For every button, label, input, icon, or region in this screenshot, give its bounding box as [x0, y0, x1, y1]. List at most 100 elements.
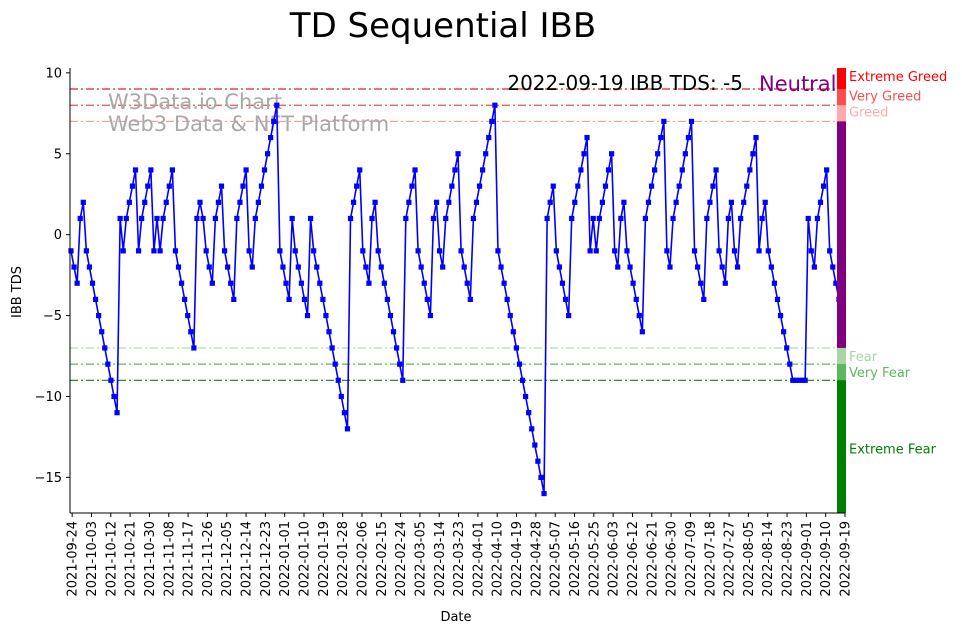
data-point	[562, 296, 569, 302]
data-point	[642, 215, 649, 222]
data-point	[624, 248, 630, 254]
x-tick-label: 2022-01-01	[278, 521, 293, 597]
data-point	[182, 296, 188, 302]
data-point	[357, 167, 363, 173]
data-point	[240, 183, 246, 189]
x-tick-label: 2022-06-03	[607, 521, 622, 597]
data-point	[83, 248, 89, 254]
data-point	[759, 215, 765, 222]
data-point	[126, 199, 132, 205]
data-point	[701, 296, 707, 302]
data-point	[784, 345, 790, 351]
chart-title: TD Sequential IBB	[289, 6, 596, 46]
y-tick-label: 0	[54, 228, 62, 243]
data-point	[268, 134, 274, 141]
data-point	[326, 329, 332, 335]
data-point	[160, 215, 166, 222]
data-point	[258, 183, 265, 189]
data-point	[154, 215, 160, 222]
data-point	[519, 377, 526, 383]
data-point	[341, 410, 347, 416]
data-point	[609, 151, 615, 157]
x-tick-label: 2021-12-14	[240, 521, 255, 597]
data-point	[498, 264, 504, 270]
data-point	[218, 183, 225, 189]
data-point	[277, 248, 283, 254]
data-point	[636, 312, 642, 319]
data-point	[166, 183, 172, 189]
data-point	[504, 296, 510, 302]
data-point	[412, 167, 418, 173]
x-tick-label: 2022-02-24	[394, 521, 409, 597]
x-tick-label: 2021-12-23	[259, 521, 274, 597]
data-point	[329, 345, 335, 351]
data-point	[655, 151, 661, 157]
data-point	[194, 215, 200, 222]
data-point	[252, 215, 258, 222]
zone-label: Greed	[849, 106, 888, 121]
data-point	[510, 329, 516, 335]
data-point	[89, 280, 96, 286]
side-bar-segment-6	[837, 380, 846, 513]
x-tick-label: 2022-05-07	[549, 521, 564, 597]
data-point	[301, 296, 308, 302]
data-point	[719, 264, 725, 270]
data-point	[406, 199, 412, 205]
data-point	[369, 215, 375, 222]
x-tick-label: 2022-06-21	[645, 521, 660, 597]
data-point	[596, 215, 602, 222]
data-point	[575, 183, 581, 189]
data-point	[664, 248, 670, 254]
x-axis-ticks: 2021-09-24 2021-10-03 2021-10-12 2021-10-21…	[66, 513, 854, 597]
x-tick-label: 2022-06-30	[665, 521, 680, 597]
data-point	[446, 199, 452, 205]
data-point	[593, 248, 599, 254]
data-point	[817, 199, 824, 205]
data-point	[566, 312, 572, 319]
data-point	[390, 329, 397, 335]
data-point	[397, 361, 403, 367]
x-tick-label: 2021-10-12	[104, 521, 119, 597]
data-point	[80, 199, 86, 205]
data-point	[304, 312, 311, 319]
data-point	[796, 377, 802, 383]
data-point	[384, 296, 390, 302]
data-point	[547, 199, 553, 205]
data-point	[206, 264, 212, 270]
data-point	[145, 183, 151, 189]
data-point	[523, 393, 529, 400]
data-point	[569, 215, 575, 222]
data-point	[814, 215, 821, 222]
x-tick-label: 2021-09-24	[66, 521, 81, 597]
data-point	[323, 312, 329, 319]
series-ibb-tds	[68, 102, 845, 497]
data-point	[212, 215, 218, 222]
data-point	[421, 280, 427, 286]
x-tick-label: 2022-09-01	[800, 521, 815, 597]
data-point	[578, 167, 584, 173]
data-point	[716, 248, 722, 254]
data-point	[295, 264, 301, 270]
side-bar-segment-5	[837, 364, 846, 381]
x-tick-label: 2022-03-23	[452, 521, 467, 597]
data-point	[117, 215, 123, 222]
data-point	[231, 296, 237, 302]
data-point	[820, 183, 827, 189]
data-point	[587, 248, 593, 254]
data-point	[728, 199, 735, 205]
data-point	[725, 215, 731, 222]
x-axis-label: Date	[440, 610, 471, 625]
series-line	[70, 105, 843, 494]
latest-status-label: Neutral	[759, 72, 837, 96]
data-point	[344, 426, 351, 432]
data-point	[476, 183, 483, 189]
data-point	[627, 264, 633, 270]
data-point	[652, 167, 658, 173]
data-point	[602, 183, 609, 189]
data-point	[458, 248, 464, 254]
data-point	[366, 280, 372, 286]
zone-label: Very Greed	[849, 90, 921, 105]
data-point	[744, 183, 750, 189]
data-point	[163, 199, 169, 205]
data-point	[120, 248, 126, 254]
